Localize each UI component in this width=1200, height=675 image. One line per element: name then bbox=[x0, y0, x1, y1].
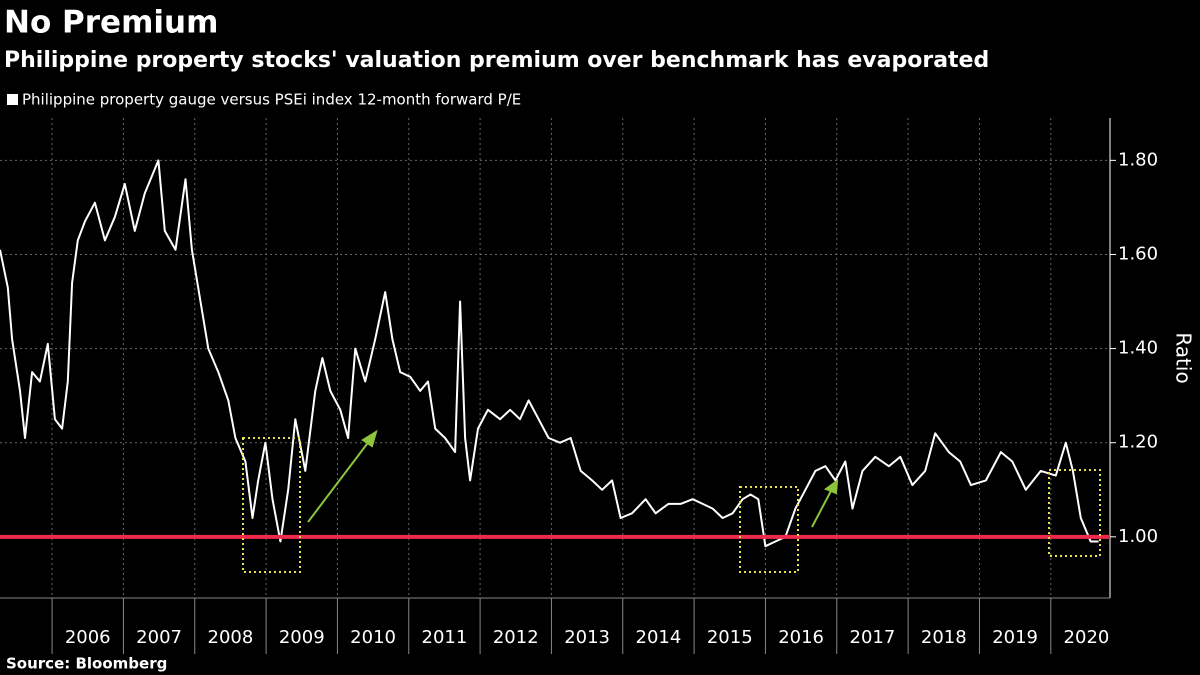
legend-swatch bbox=[7, 94, 18, 105]
data-line bbox=[0, 159, 1099, 548]
chart-subtitle: Philippine property stocks' valuation pr… bbox=[4, 48, 989, 73]
x-tick-label: 2014 bbox=[636, 627, 682, 648]
y-tick-label: 1.60 bbox=[1118, 243, 1158, 264]
arrow bbox=[307, 439, 371, 523]
x-tick-label: 2006 bbox=[65, 627, 111, 648]
chart-title: No Premium bbox=[4, 5, 218, 41]
x-tick-label: 2018 bbox=[921, 627, 967, 648]
x-tick-label: 2011 bbox=[422, 627, 468, 648]
x-tick-label: 2012 bbox=[493, 627, 539, 648]
arrow-head bbox=[823, 478, 839, 495]
y-tick-label: 1.80 bbox=[1118, 149, 1158, 170]
y-tick-label: 1.00 bbox=[1118, 526, 1158, 547]
x-tick-label: 2013 bbox=[564, 627, 610, 648]
x-tick-label: 2015 bbox=[707, 627, 753, 648]
y-axis-label: Ratio bbox=[1172, 332, 1196, 383]
y-tick-label: 1.20 bbox=[1118, 432, 1158, 453]
arrow bbox=[811, 488, 833, 528]
x-tick-label: 2008 bbox=[208, 627, 254, 648]
x-tick-label: 2016 bbox=[778, 627, 824, 648]
x-tick-label: 2010 bbox=[350, 627, 396, 648]
x-tick-label: 2019 bbox=[992, 627, 1038, 648]
source: Source: Bloomberg bbox=[6, 655, 167, 673]
arrow-head bbox=[361, 429, 378, 448]
plot-area: 1.00 1.20 1.40 1.60 1.80 2006 2007 2008 2009 2010… bbox=[0, 118, 1158, 654]
y-tick-label: 1.40 bbox=[1118, 338, 1158, 359]
highlight-box bbox=[739, 486, 799, 573]
x-tick-label: 2020 bbox=[1064, 627, 1110, 648]
x-tick-label: 2007 bbox=[136, 627, 182, 648]
highlight-box bbox=[1048, 469, 1101, 557]
highlight-box bbox=[242, 437, 301, 573]
arrows bbox=[307, 429, 839, 528]
legend-label: Philippine property gauge versus PSEi in… bbox=[22, 91, 521, 109]
highlight-boxes bbox=[242, 437, 1101, 573]
x-tick-label: 2017 bbox=[850, 627, 896, 648]
x-tick-label: 2009 bbox=[279, 627, 325, 648]
